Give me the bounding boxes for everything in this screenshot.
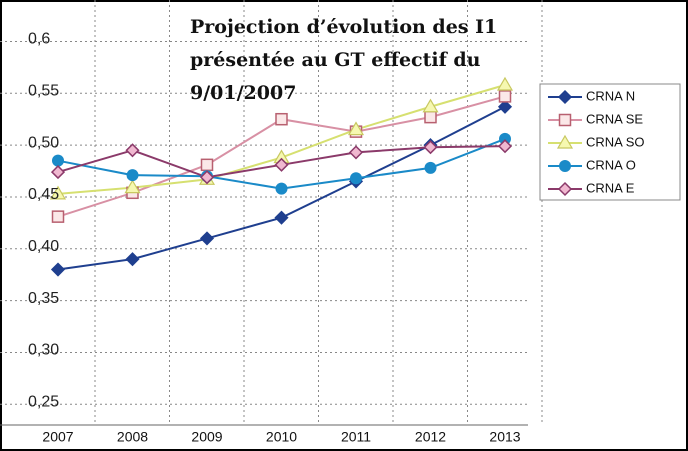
marker	[557, 89, 573, 105]
y-tick-label: 0,6	[28, 31, 50, 48]
marker	[275, 112, 288, 126]
marker	[49, 185, 67, 200]
marker	[423, 140, 438, 155]
y-tick-label: 0,35	[28, 290, 59, 307]
marker	[275, 182, 288, 195]
marker	[348, 145, 364, 160]
marker	[557, 181, 573, 197]
y-tick-label: 0,25	[28, 393, 59, 410]
marker	[497, 139, 513, 154]
marker	[125, 252, 140, 267]
x-tick-label: 2008	[117, 429, 148, 445]
marker	[497, 99, 513, 114]
chart-title: Projection d’évolution des I1	[190, 16, 497, 38]
x-tick-label: 2007	[42, 429, 73, 445]
marker	[50, 165, 66, 180]
marker	[200, 158, 214, 172]
x-tick-label: 2012	[415, 429, 446, 445]
marker	[499, 132, 511, 145]
marker	[126, 169, 139, 182]
legend-label: CRNA SE	[586, 111, 643, 126]
marker	[559, 160, 571, 172]
legend-label: CRNA N	[586, 88, 635, 103]
y-tick-label: 0,50	[28, 134, 59, 151]
marker	[50, 262, 66, 277]
marker	[274, 157, 289, 172]
marker	[347, 121, 365, 136]
marker	[498, 90, 512, 103]
x-tick-label: 2013	[489, 429, 520, 445]
marker	[274, 210, 289, 225]
marker	[422, 98, 439, 113]
marker	[556, 134, 574, 149]
x-tick-label: 2011	[341, 429, 371, 445]
legend-label: CRNA E	[586, 180, 635, 195]
chart-title: présentée au GT effectif du	[190, 49, 481, 71]
marker	[52, 154, 64, 167]
y-tick-label: 0,55	[28, 83, 59, 100]
y-tick-label: 0,45	[28, 186, 59, 203]
marker	[424, 110, 437, 124]
x-tick-label: 2010	[266, 429, 297, 445]
marker	[199, 170, 215, 185]
marker	[424, 161, 437, 174]
x-tick-label: 2009	[191, 429, 222, 445]
legend-label: CRNA SO	[586, 134, 645, 149]
marker	[125, 143, 140, 158]
legend-label: CRNA O	[586, 157, 636, 172]
chart-title: 9/01/2007	[190, 82, 296, 104]
y-tick-label: 0,30	[28, 342, 59, 359]
marker	[51, 210, 65, 223]
marker	[558, 113, 572, 127]
marker	[496, 76, 514, 91]
marker	[124, 179, 141, 194]
marker	[199, 231, 215, 246]
marker	[350, 172, 362, 185]
y-tick-label: 0,40	[28, 238, 59, 255]
